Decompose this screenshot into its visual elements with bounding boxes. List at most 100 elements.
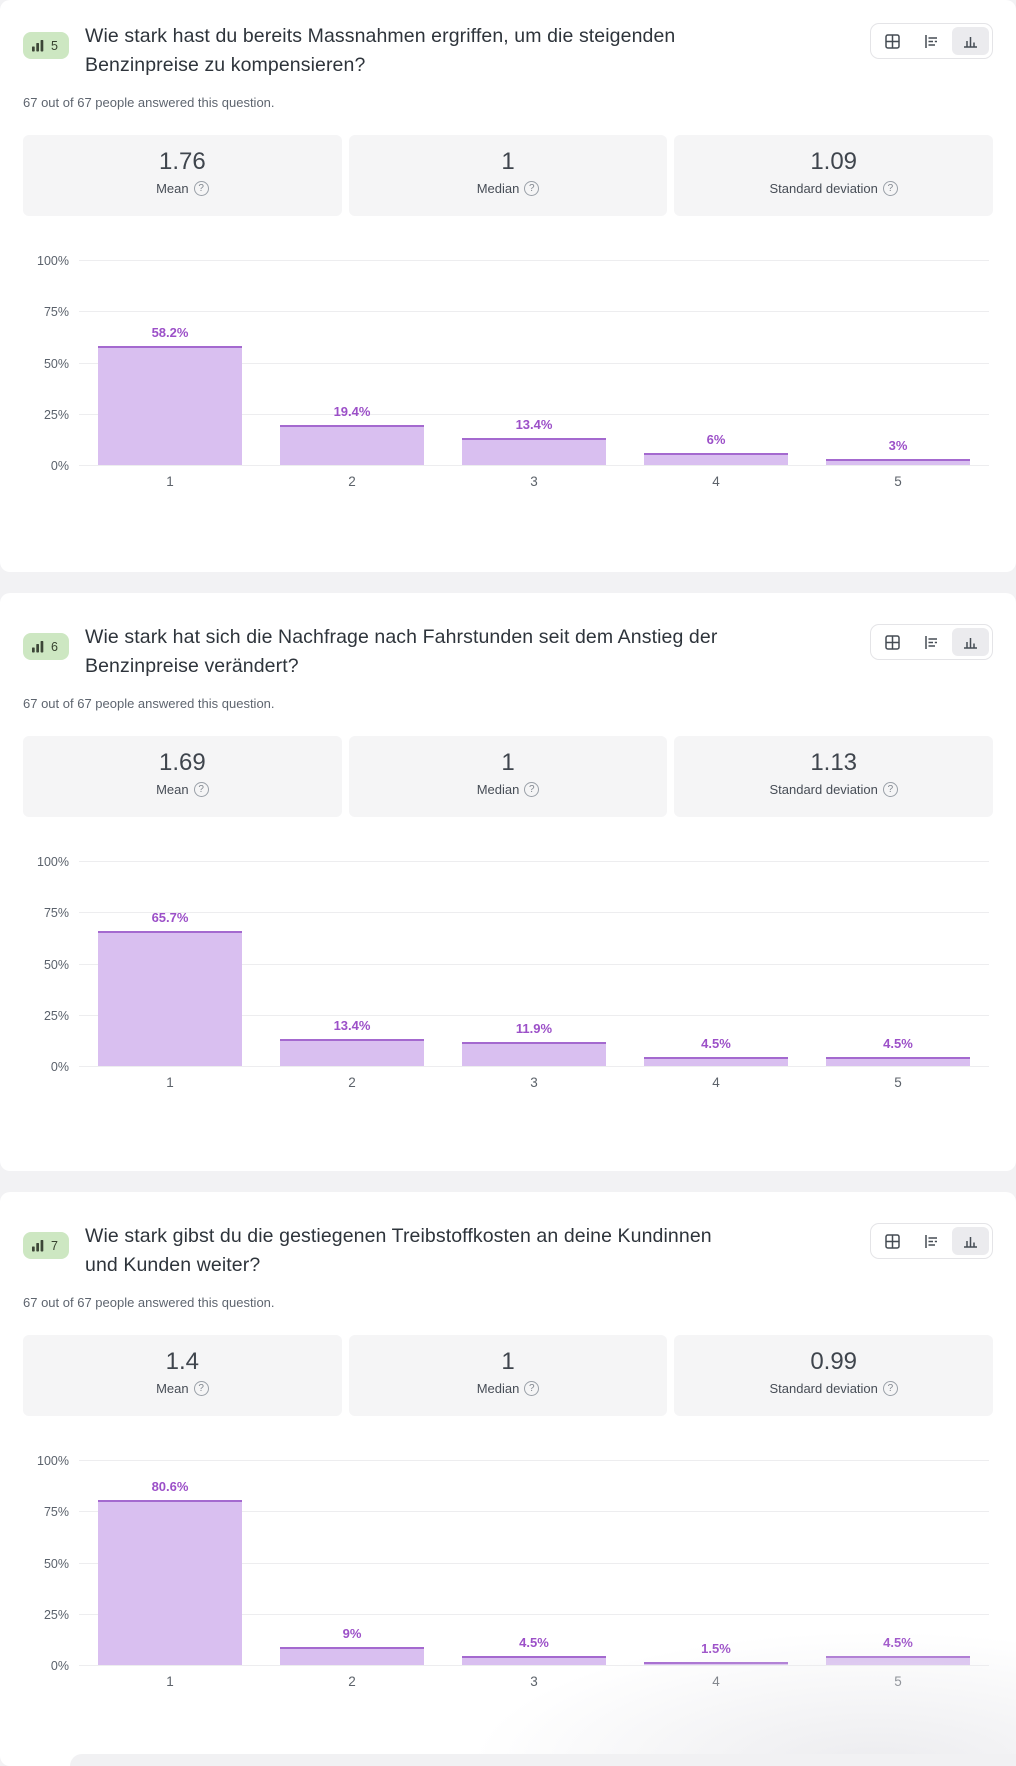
help-icon[interactable]: ?: [882, 782, 898, 797]
bar-slot: 9%: [261, 1460, 443, 1665]
gridline: 50%: [44, 1557, 989, 1571]
question-number-badge: 7: [23, 1232, 69, 1259]
help-icon[interactable]: ?: [193, 1381, 209, 1396]
bar-chart-icon: [32, 1239, 44, 1251]
bars: 65.7% 13.4% 11.9% 4.5% 4.5%: [79, 861, 989, 1066]
bar-value-label: 4.5%: [883, 1036, 913, 1051]
stat-mean: 1.69 Mean?: [23, 736, 342, 817]
bar: [98, 1500, 242, 1665]
std-label: Standard deviation?: [674, 181, 993, 196]
bar: [462, 1042, 606, 1066]
answered-count: 67 out of 67 people answered this questi…: [23, 696, 275, 711]
gridline: 75%: [44, 1505, 989, 1519]
stat-std: 1.09 Standard deviation?: [674, 135, 994, 216]
table-view-button[interactable]: [874, 27, 911, 55]
y-tick-label: 25%: [43, 1008, 69, 1023]
vertical-bar-view-button[interactable]: [952, 27, 989, 55]
stat-label-text: Standard deviation: [769, 782, 878, 797]
question-number-badge: 5: [23, 32, 69, 59]
stat-label-text: Standard deviation: [769, 1381, 878, 1396]
answered-count: 67 out of 67 people answered this questi…: [23, 1295, 275, 1310]
x-tick-label: 4: [712, 474, 720, 489]
y-tick-label: 75%: [43, 1505, 69, 1520]
x-tick-label: 2: [348, 1674, 356, 1689]
table-icon: [885, 634, 900, 650]
horizontal-bar-chart-icon: [925, 635, 937, 649]
bar-chart: 100% 75% 50% 25% 0% 80.6% 9% 4.5% 1.5% 4.5%: [37, 1454, 989, 1673]
stat-std: 0.99 Standard deviation?: [674, 1335, 994, 1416]
mean-label: Mean?: [23, 181, 342, 196]
horizontal-bar-view-button[interactable]: [913, 27, 950, 55]
gridline: 100%: [37, 1454, 989, 1468]
stats-row: 1.4 Mean? 1 Median? 0.99 Standard deviat…: [23, 1335, 994, 1416]
bar-chart: 100% 75% 50% 25% 0% 58.2% 19.4% 13.4% 6% 3%: [37, 254, 989, 473]
horizontal-bar-view-button[interactable]: [913, 1227, 950, 1255]
bar-slot: 4.5%: [625, 861, 807, 1066]
bar-value-label: 65.7%: [151, 910, 189, 925]
bar-slot: 80.6%: [79, 1460, 261, 1665]
question-card-7: 7 Wie stark gibst du die gestiegenen Tre…: [0, 1192, 1016, 1766]
vertical-bar-chart-icon: [964, 637, 977, 649]
view-toggle: [870, 1223, 993, 1259]
std-value: 0.99: [810, 1348, 858, 1375]
vertical-bar-chart-icon: [964, 36, 977, 48]
help-icon[interactable]: ?: [882, 181, 898, 196]
gridline: 75%: [44, 906, 989, 920]
median-value: 1: [501, 148, 515, 175]
stat-median: 1 Median?: [348, 135, 668, 216]
stats-row: 1.76 Mean? 1 Median? 1.09 Standard devia…: [23, 135, 994, 216]
x-tick-label: 3: [530, 1674, 538, 1689]
gridline: 0%: [51, 1060, 989, 1074]
question-header: 6 Wie stark hat sich die Nachfrage nach …: [23, 623, 993, 681]
help-icon[interactable]: ?: [882, 1381, 898, 1396]
y-tick-label: 0%: [50, 1659, 69, 1673]
view-toggle: [870, 23, 993, 59]
stat-label-text: Standard deviation: [769, 181, 878, 196]
vertical-bar-view-button[interactable]: [952, 628, 989, 656]
table-view-button[interactable]: [874, 628, 911, 656]
help-icon[interactable]: ?: [524, 1381, 540, 1396]
view-toggle: [870, 624, 993, 660]
help-icon[interactable]: ?: [524, 181, 540, 196]
y-tick-label: 50%: [43, 957, 69, 972]
question-number: 6: [51, 639, 58, 654]
mean-value: 1.76: [158, 148, 206, 175]
table-view-button[interactable]: [874, 1227, 911, 1255]
x-axis-labels: 1 2 3 4 5: [79, 474, 989, 489]
bar-slot: 4.5%: [807, 861, 989, 1066]
bar-value-label: 4.5%: [519, 1635, 549, 1650]
stat-mean: 1.76 Mean?: [23, 135, 342, 216]
x-tick-label: 4: [712, 1674, 720, 1689]
gridline: 50%: [44, 357, 989, 371]
bar-chart: 100% 75% 50% 25% 0% 65.7% 13.4% 11.9% 4.5% 4.5%: [37, 855, 989, 1074]
bar-value-label: 6%: [706, 432, 726, 447]
bar-value-label: 4.5%: [883, 1635, 913, 1650]
y-tick-label: 100%: [37, 1454, 69, 1468]
std-value: 1.13: [810, 749, 858, 776]
question-number-badge: 6: [23, 633, 69, 660]
help-icon[interactable]: ?: [193, 181, 209, 196]
bar-value-label: 3%: [888, 438, 908, 453]
question-header: 7 Wie stark gibst du die gestiegenen Tre…: [23, 1222, 993, 1280]
x-axis-labels: 1 2 3 4 5: [79, 1075, 989, 1090]
stat-std: 1.13 Standard deviation?: [674, 736, 994, 817]
bar-slot: 3%: [807, 260, 989, 465]
bar-slot: 11.9%: [443, 861, 625, 1066]
bars: 80.6% 9% 4.5% 1.5% 4.5%: [79, 1460, 989, 1665]
x-axis-labels: 1 2 3 4 5: [79, 1674, 989, 1689]
bar: [280, 425, 424, 465]
std-label: Standard deviation?: [674, 1381, 993, 1396]
help-icon[interactable]: ?: [524, 782, 540, 797]
x-tick-label: 4: [712, 1075, 720, 1090]
vertical-bar-view-button[interactable]: [952, 1227, 989, 1255]
stat-label-text: Median: [476, 1381, 520, 1396]
mean-label: Mean?: [23, 782, 342, 797]
x-tick-label: 5: [894, 1674, 902, 1689]
bar: [826, 1057, 970, 1066]
horizontal-bar-view-button[interactable]: [913, 628, 950, 656]
answered-count: 67 out of 67 people answered this questi…: [23, 95, 275, 110]
bar-slot: 19.4%: [261, 260, 443, 465]
help-icon[interactable]: ?: [193, 782, 209, 797]
bar-chart-icon: [32, 640, 44, 652]
bar-value-label: 1.5%: [701, 1641, 731, 1656]
